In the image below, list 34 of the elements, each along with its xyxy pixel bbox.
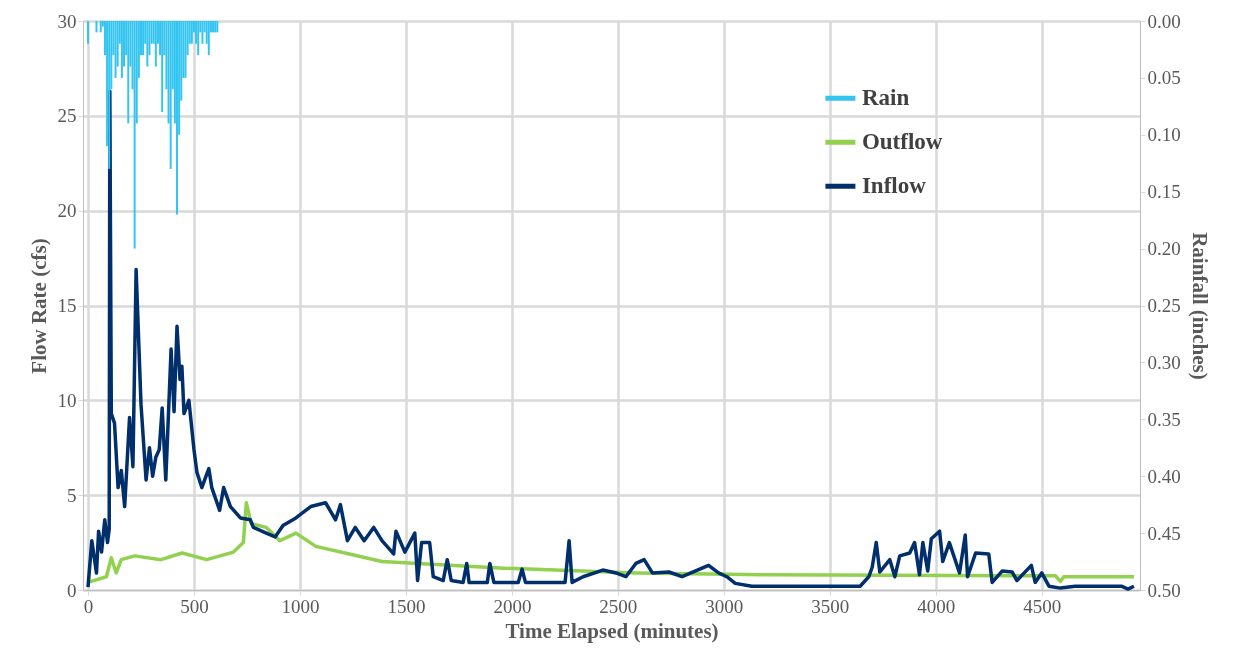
x-axis-title: Time Elapsed (minutes) xyxy=(505,618,719,643)
y-axis-title: Flow Rate (cfs) xyxy=(26,238,51,374)
legend-label: Rain xyxy=(861,85,910,111)
y-tick-label: 0 xyxy=(67,579,77,601)
y2-tick-label: 0.15 xyxy=(1147,181,1181,203)
y-tick-label: 10 xyxy=(57,389,77,411)
y2-tick-label: 0.25 xyxy=(1147,295,1181,316)
y-tick-label: 15 xyxy=(57,295,77,316)
y2-tick-label: 0.20 xyxy=(1147,238,1181,260)
y-tick-label: 5 xyxy=(67,484,77,506)
legend-label: Outflow xyxy=(861,129,943,155)
x-tick-label: 500 xyxy=(180,595,209,617)
y-tick-label: 30 xyxy=(57,10,77,32)
x-tick-label: 3500 xyxy=(811,595,850,617)
x-tick-label: 4000 xyxy=(917,595,956,617)
y2-tick-label: 0.35 xyxy=(1147,408,1181,430)
x-tick-label: 1000 xyxy=(281,595,320,617)
y2-tick-label: 0.45 xyxy=(1147,522,1181,544)
x-tick-label: 1500 xyxy=(387,595,426,617)
x-tick-label: 2500 xyxy=(599,595,638,617)
y-tick-label: 20 xyxy=(57,200,77,222)
x-tick-label: 0 xyxy=(83,595,94,617)
y-tick-label: 25 xyxy=(57,105,77,127)
y2-tick-label: 0.40 xyxy=(1147,465,1181,487)
y2-tick-label: 0.05 xyxy=(1147,67,1181,89)
x-tick-label: 4500 xyxy=(1023,595,1062,617)
y2-tick-label: 0.30 xyxy=(1147,351,1181,373)
x-tick-label: 2000 xyxy=(493,595,532,617)
y2-tick-label: 0.10 xyxy=(1147,124,1181,146)
y2-axis-title: Rainfall (inches) xyxy=(1187,232,1212,380)
y2-tick-label: 0.00 xyxy=(1147,10,1181,32)
legend-label: Inflow xyxy=(861,173,927,199)
x-tick-label: 3000 xyxy=(705,595,744,617)
y2-tick-label: 0.50 xyxy=(1147,579,1181,601)
